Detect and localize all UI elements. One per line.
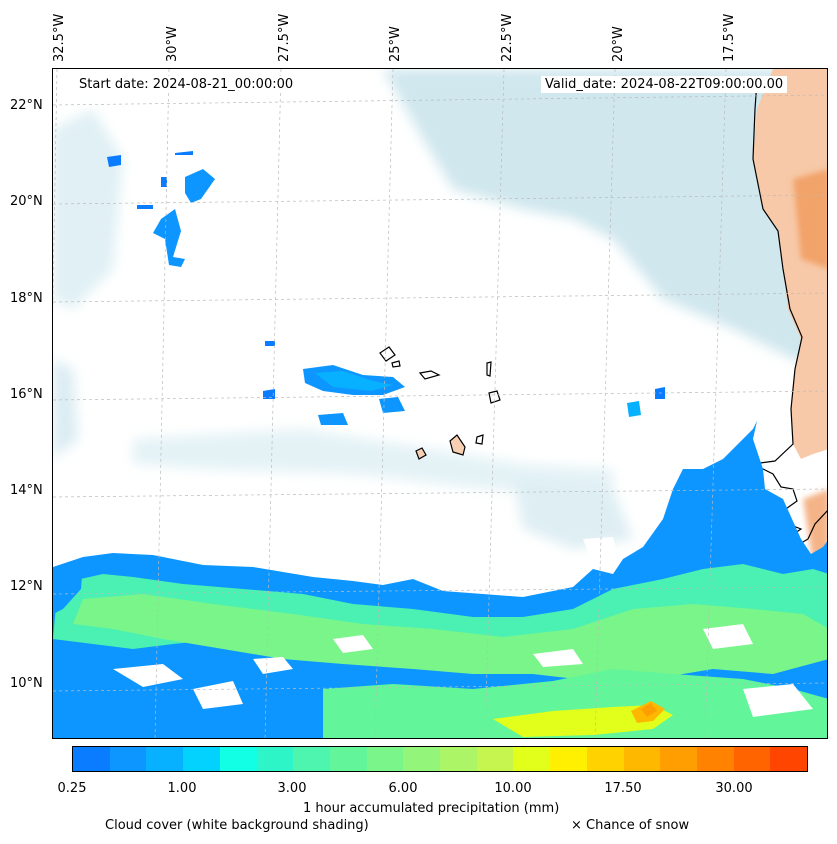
gridlines (53, 69, 827, 738)
colorbar-segment (586, 747, 624, 771)
precip-southeast (323, 669, 827, 738)
cloud-cover-west (53, 359, 78, 459)
lon-label-25w: 25°W (388, 26, 403, 62)
lat-label-16n: 16°N (10, 387, 43, 402)
lon-label-17-5w: 17.5°W (722, 13, 737, 62)
colorbar-tick-17-50: 17.50 (604, 781, 642, 796)
land-orange-shade (793, 169, 827, 269)
colorbar-segment (403, 747, 441, 771)
precipitation-colorbar (72, 746, 808, 772)
precipitation-field (53, 151, 827, 738)
precip-blob-central-2 (379, 397, 405, 413)
colorbar-segment (146, 747, 184, 771)
colorbar-segment (73, 747, 110, 771)
precip-blob-ne-1 (627, 401, 641, 417)
colorbar-segment (256, 747, 294, 771)
island-sao-vicente (391, 360, 401, 368)
colorbar-segment (366, 747, 404, 771)
island-maio (475, 434, 484, 445)
start-date-label: Start date: 2024-08-21_00:00:00 (75, 76, 298, 93)
lat-label-18n: 18°N (10, 291, 43, 306)
precip-blob-nw-3 (107, 155, 121, 167)
colorbar-segment (513, 747, 551, 771)
colorbar-segment (770, 747, 808, 771)
lat-label-14n: 14°N (10, 483, 43, 498)
colorbar-segment (550, 747, 587, 771)
precip-blob-nw-2 (185, 169, 215, 203)
colorbar-segment (440, 747, 477, 771)
island-boa-vista (488, 390, 501, 404)
lon-label-20w: 20°W (611, 26, 626, 62)
island-sal (486, 361, 492, 377)
lon-label-22-5w: 22.5°W (500, 13, 515, 62)
colorbar-segment (476, 747, 514, 771)
precip-gaps (113, 537, 813, 717)
cloud-cover-legend: Cloud cover (white background shading) (105, 818, 369, 833)
colorbar-segment (696, 747, 734, 771)
precip-band-green (73, 594, 827, 681)
colorbar-tick-30-00: 30.00 (715, 781, 753, 796)
cloud-cover-northwest (53, 109, 123, 309)
precip-blob-nw-4 (137, 205, 153, 209)
colorbar-segment (293, 747, 330, 771)
colorbar-segment (733, 747, 771, 771)
lon-label-27-5w: 27.5°W (277, 13, 292, 62)
colorbar-tick-3-00: 3.00 (277, 781, 307, 796)
colorbar-segment (219, 747, 257, 771)
precip-blob-central-3 (318, 413, 348, 425)
colorbar-tick-1-00: 1.00 (167, 781, 197, 796)
colorbar-tick-10-00: 10.00 (494, 781, 532, 796)
colorbar-tick-0-25: 0.25 (57, 781, 87, 796)
cloud-cover-shading (53, 69, 827, 549)
precip-blob-central-5 (265, 341, 275, 346)
precip-blob-central-1-inner (315, 371, 393, 391)
colorbar-segment (329, 747, 367, 771)
lat-label-22n: 22°N (10, 98, 43, 113)
cloud-cover-central (133, 429, 613, 499)
valid-date-label: Valid_date: 2024-08-22T09:00:00.00 (541, 76, 788, 93)
map-canvas (53, 69, 827, 738)
island-brava-fogo (415, 447, 427, 460)
snow-legend: × Chance of snow (571, 818, 690, 833)
lon-label-32-5w: 32.5°W (52, 13, 67, 62)
cloud-cover-north (383, 69, 827, 369)
island-santiago (449, 434, 466, 456)
precip-yellow-core (493, 705, 673, 737)
cloud-cover-south (513, 479, 633, 549)
lon-label-30w: 30°W (165, 26, 180, 62)
map-panel[interactable] (52, 68, 828, 739)
precip-blob-west-edge (53, 563, 83, 614)
precip-blob-nw-5 (161, 177, 167, 187)
colorbar-segment (183, 747, 220, 771)
colorbar-tick-6-00: 6.00 (388, 781, 418, 796)
colorbar-segment (109, 747, 147, 771)
colorbar-label: 1 hour accumulated precipitation (mm) (303, 801, 560, 816)
island-sao-nicolau (418, 370, 441, 380)
colorbar-segment (660, 747, 697, 771)
precip-blob-nw-1 (153, 209, 185, 267)
lat-label-20n: 20°N (10, 194, 43, 209)
precip-red-core (641, 703, 657, 717)
lat-label-12n: 12°N (10, 579, 43, 594)
colorbar-segment (623, 747, 661, 771)
land-sahara-coast (753, 69, 827, 459)
cape-verde-islands (379, 346, 501, 460)
lat-label-10n: 10°N (10, 676, 43, 691)
precip-blob-nw-6 (175, 151, 193, 155)
island-santo-antao (379, 346, 396, 362)
precip-blob-central-4 (263, 389, 275, 399)
